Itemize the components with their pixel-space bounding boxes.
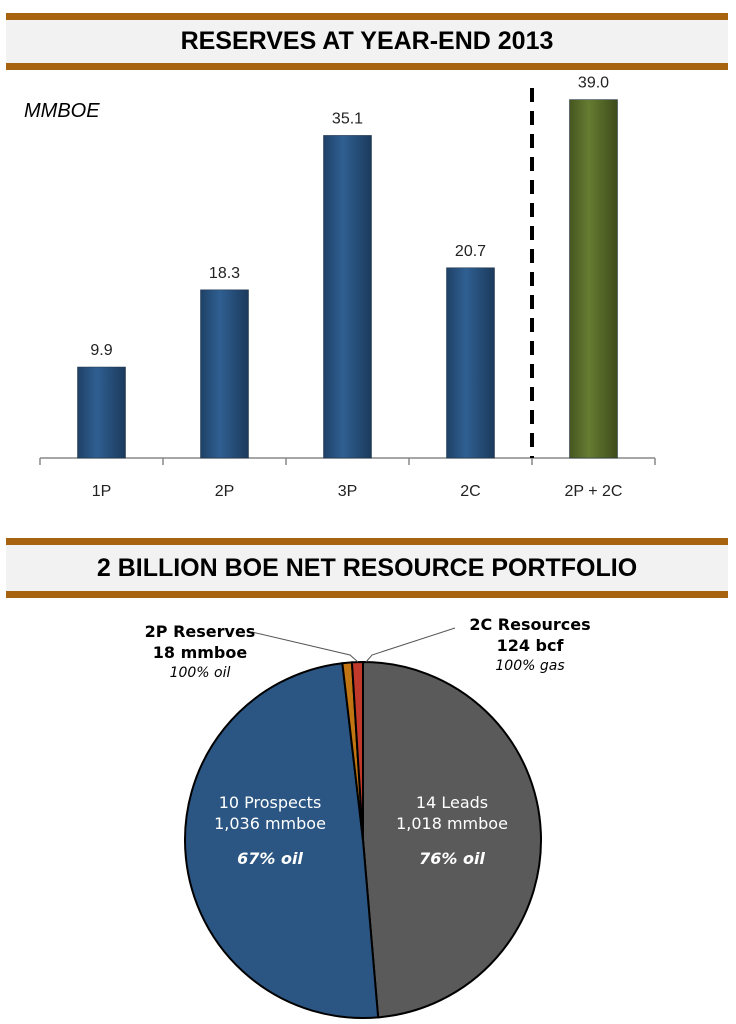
x-tick-label: 2P + 2C [565,483,623,500]
pie-slice-14-leads [362,660,543,1019]
leader-line-2c [365,627,456,663]
pie-slice-10-prospects [183,662,380,1019]
label-note: 67% oil [237,849,303,868]
bar-1P [77,366,126,459]
label-line: 2P Reserves [144,622,256,641]
label-line: 2C Resources [469,615,591,634]
bar-2C [446,267,495,459]
x-tick-label: 3P [338,483,358,500]
label-line: 18 mmboe [152,643,248,662]
x-tick-label: 2P [215,483,235,500]
label-leads: 14 Leads 1,018 mmboe 76% oil [362,792,542,869]
data-label: 9.9 [90,342,112,359]
bar-2P + 2C [569,99,618,459]
label-line: 124 bcf [496,636,564,655]
data-label: 35.1 [332,110,363,127]
bar-chart-title: RESERVES AT YEAR-END 2013 [6,13,728,70]
label-note: 76% oil [419,849,485,868]
bar-3P [323,135,372,459]
bar-2P [200,289,249,459]
x-tick-label: 1P [92,483,112,500]
label-note: 100% gas [495,658,565,674]
label-2p-reserves: 2P Reserves 18 mmboe 100% oil [115,621,285,684]
label-note: 100% oil [169,665,231,681]
pie-chart-title: 2 BILLION BOE NET RESOURCE PORTFOLIO [6,538,728,598]
label-line: 10 Prospects [218,793,322,812]
label-2c-resources: 2C Resources 124 bcf 100% gas [440,614,620,677]
y-axis-unit-label: MMBOE [24,100,100,122]
leader-line-2p [251,631,359,663]
data-label: 39.0 [578,75,609,92]
data-label: 20.7 [455,243,486,260]
label-line: 1,018 mmboe [396,814,508,833]
label-line: 14 Leads [415,793,489,812]
data-label: 18.3 [209,265,240,282]
x-tick-label: 2C [460,483,480,500]
label-line: 1,036 mmboe [214,814,326,833]
label-prospects: 10 Prospects 1,036 mmboe 67% oil [180,792,360,869]
